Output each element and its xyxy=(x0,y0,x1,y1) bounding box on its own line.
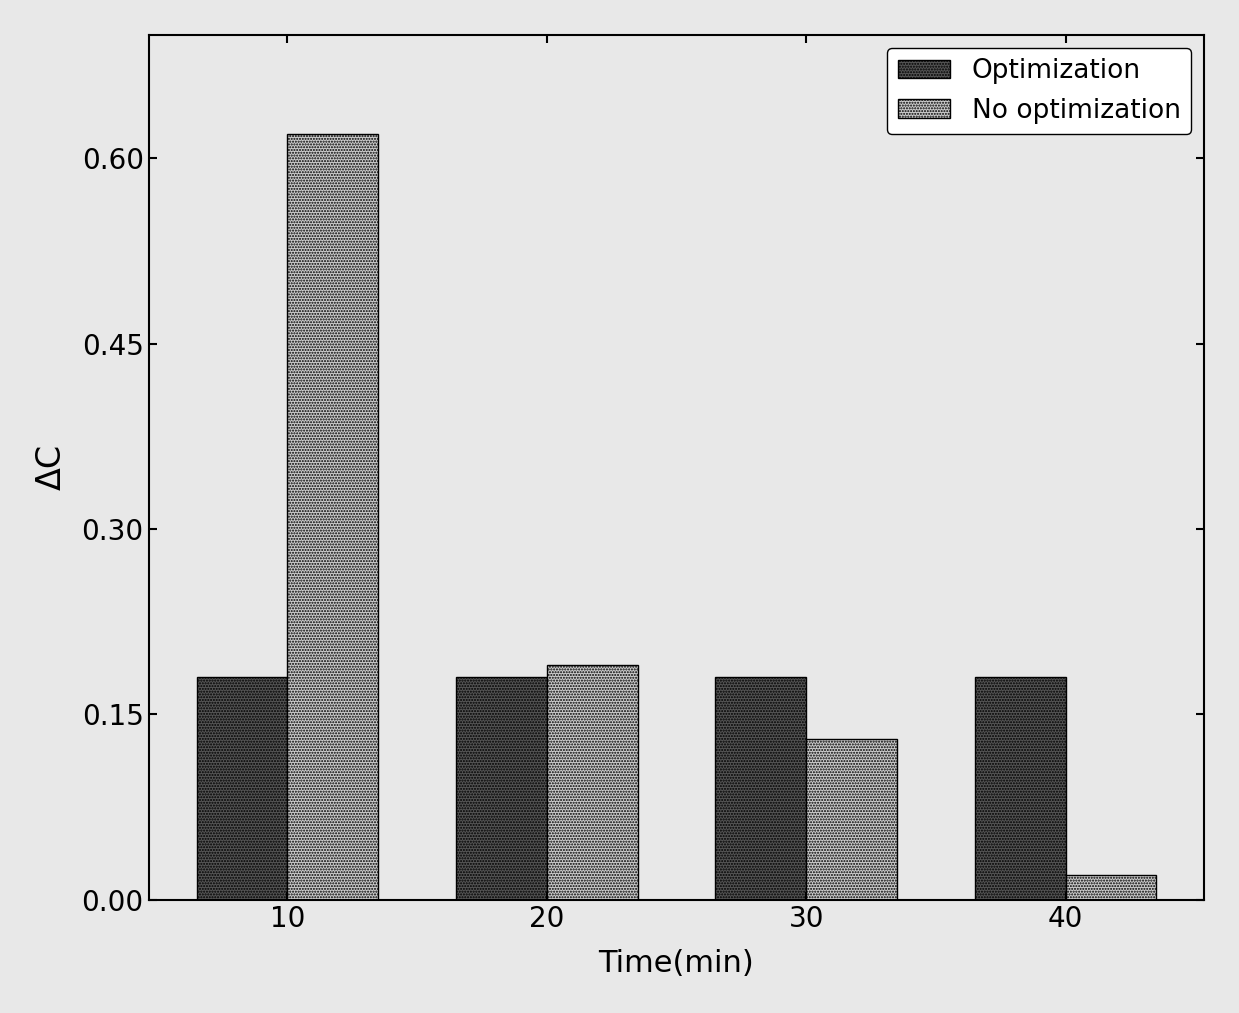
Bar xyxy=(287,134,378,900)
Bar xyxy=(715,678,807,900)
Y-axis label: ΔC: ΔC xyxy=(35,444,68,490)
Bar xyxy=(807,739,897,900)
Bar xyxy=(975,678,1066,900)
Bar xyxy=(546,665,638,900)
Bar xyxy=(1066,875,1156,900)
X-axis label: Time(min): Time(min) xyxy=(598,949,755,979)
Legend: Optimization, No optimization: Optimization, No optimization xyxy=(887,48,1191,134)
Bar xyxy=(197,678,287,900)
Bar xyxy=(456,678,546,900)
